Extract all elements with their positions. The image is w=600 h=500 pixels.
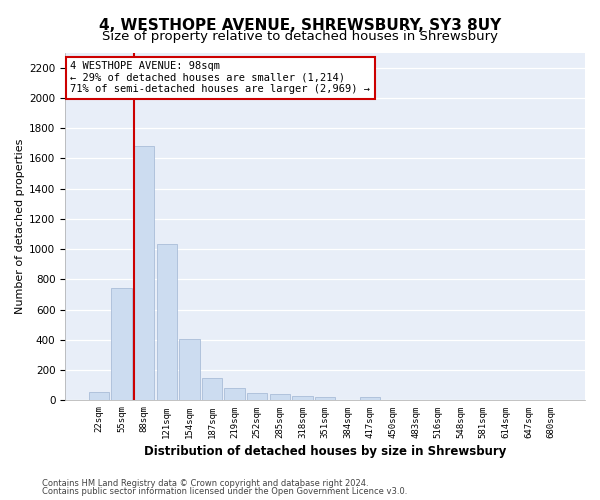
Bar xyxy=(292,396,313,400)
Bar xyxy=(224,388,245,400)
Bar xyxy=(134,146,154,400)
Text: 4 WESTHOPE AVENUE: 98sqm
← 29% of detached houses are smaller (1,214)
71% of sem: 4 WESTHOPE AVENUE: 98sqm ← 29% of detach… xyxy=(70,61,370,94)
Bar xyxy=(315,396,335,400)
Text: Contains HM Land Registry data © Crown copyright and database right 2024.: Contains HM Land Registry data © Crown c… xyxy=(42,479,368,488)
Text: Size of property relative to detached houses in Shrewsbury: Size of property relative to detached ho… xyxy=(102,30,498,43)
Text: Contains public sector information licensed under the Open Government Licence v3: Contains public sector information licen… xyxy=(42,487,407,496)
Text: 4, WESTHOPE AVENUE, SHREWSBURY, SY3 8UY: 4, WESTHOPE AVENUE, SHREWSBURY, SY3 8UY xyxy=(99,18,501,32)
Bar xyxy=(179,339,200,400)
Bar xyxy=(360,398,380,400)
X-axis label: Distribution of detached houses by size in Shrewsbury: Distribution of detached houses by size … xyxy=(144,444,506,458)
Bar xyxy=(247,393,268,400)
Bar xyxy=(269,394,290,400)
Bar xyxy=(112,288,132,401)
Y-axis label: Number of detached properties: Number of detached properties xyxy=(15,139,25,314)
Bar xyxy=(202,378,222,400)
Bar xyxy=(157,244,177,400)
Bar xyxy=(89,392,109,400)
